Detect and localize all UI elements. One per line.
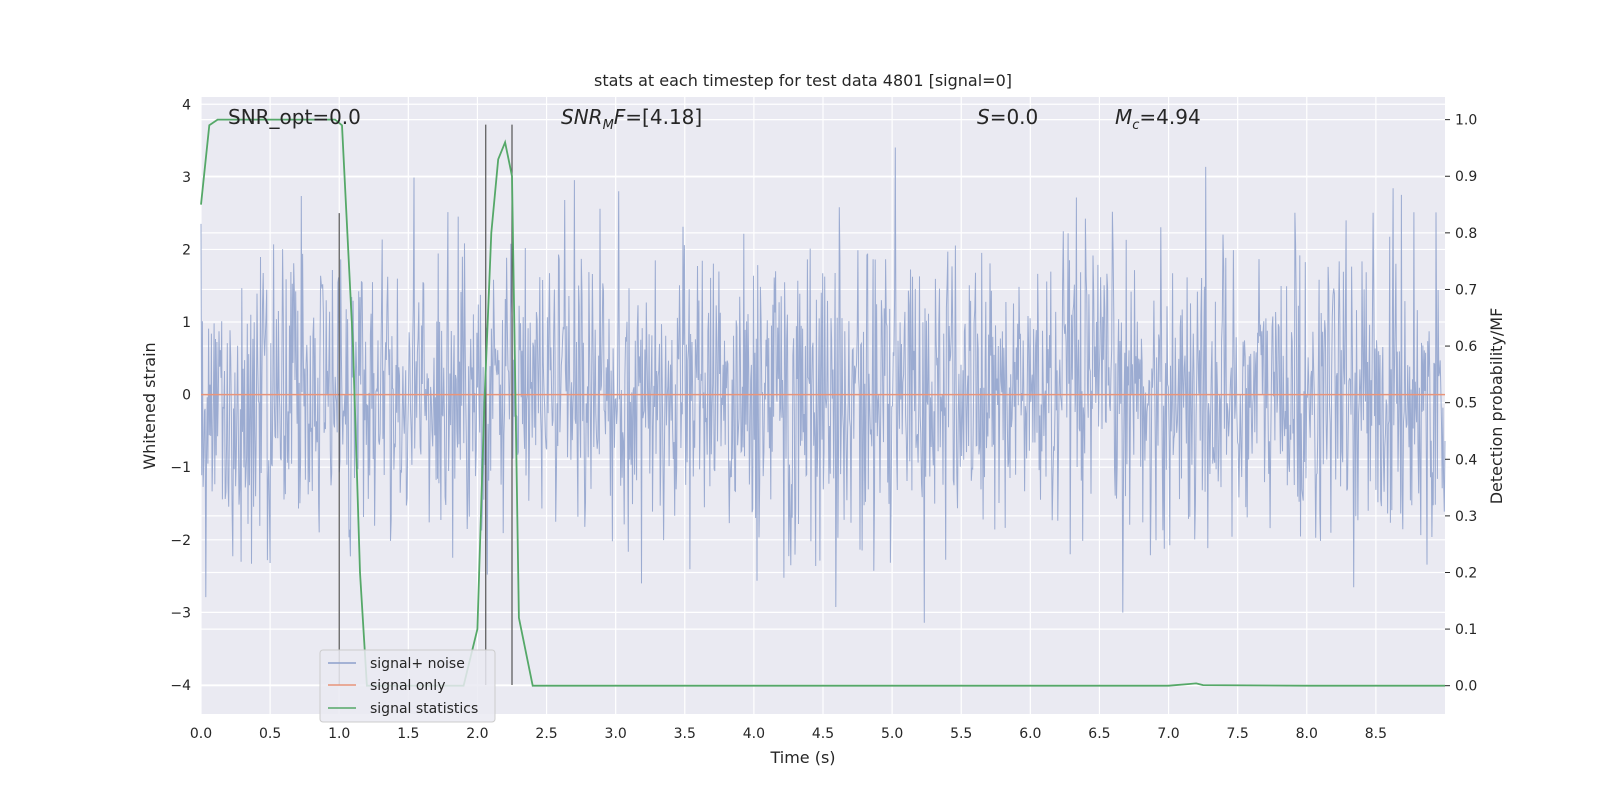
y-tick-label: 0 bbox=[182, 388, 191, 404]
annotation-s: S=0.0 bbox=[977, 105, 1038, 129]
y2-tick-label: 0.4 bbox=[1455, 452, 1477, 468]
x-tick-label: 2.5 bbox=[535, 726, 557, 742]
y2-tick-label: 0.5 bbox=[1455, 396, 1477, 412]
y-axis-label: Whitened strain bbox=[140, 342, 159, 469]
noise-series-layer bbox=[200, 147, 1446, 623]
x-tick-label: 1.0 bbox=[328, 726, 350, 742]
x-tick-label: 2.0 bbox=[466, 726, 488, 742]
x-tick-label: 7.5 bbox=[1227, 726, 1249, 742]
y-tick-label: −2 bbox=[170, 533, 191, 549]
noise-series-line bbox=[200, 147, 1446, 623]
annotation-mc-symbol: M bbox=[1115, 105, 1132, 129]
statistics-series-layer bbox=[200, 118, 1445, 687]
x-tick-label: 8.5 bbox=[1365, 726, 1387, 742]
x-tick-label: 6.5 bbox=[1088, 726, 1110, 742]
x-tick-label: 4.0 bbox=[743, 726, 765, 742]
y-tick-label: −3 bbox=[170, 605, 191, 621]
y-tick-label: −1 bbox=[170, 460, 191, 476]
annotation-snr-mf-symbol: SNR bbox=[561, 105, 603, 129]
x-tick-label: 7.0 bbox=[1157, 726, 1179, 742]
y2-tick-label: 0.0 bbox=[1455, 679, 1477, 695]
legend-label-statistics: signal statistics bbox=[370, 701, 478, 717]
x-tick-label: 0.5 bbox=[259, 726, 281, 742]
y2-tick-label: 0.8 bbox=[1455, 226, 1477, 242]
y-tick-label: 2 bbox=[182, 242, 191, 258]
legend-label-signal-only: signal only bbox=[370, 678, 445, 694]
y-tick-label: −4 bbox=[170, 678, 191, 694]
y-tick-label: 1 bbox=[182, 315, 191, 331]
y2-tick-label: 0.9 bbox=[1455, 169, 1477, 185]
annotation-snr-mf-suffix: F bbox=[614, 105, 626, 129]
annotation-snr-mf-subscript: M bbox=[603, 118, 614, 133]
x-tick-label: 1.5 bbox=[397, 726, 419, 742]
chart-title: stats at each timestep for test data 480… bbox=[594, 71, 1012, 90]
y2-tick-label: 0.2 bbox=[1455, 565, 1477, 581]
annotation-s-symbol: S bbox=[977, 105, 990, 129]
y-tick-label: 3 bbox=[182, 170, 191, 186]
tick-layer: 0.0 0.5 1.0 1.5 2.0 2.5 3.0 3.5 4.0 4.5 5.0 5.5 6.0 6… bbox=[170, 97, 1477, 742]
y2-tick-label: 0.7 bbox=[1455, 282, 1477, 298]
x-tick-label: 6.0 bbox=[1019, 726, 1041, 742]
annotation-mc: Mc=4.94 bbox=[1115, 105, 1201, 133]
x-tick-label: 3.5 bbox=[674, 726, 696, 742]
x-tick-label: 8.0 bbox=[1296, 726, 1318, 742]
legend-frame bbox=[319, 649, 496, 723]
x-axis-label: Time (s) bbox=[769, 748, 835, 767]
y2-tick-label: 1.0 bbox=[1455, 113, 1477, 129]
annotation-snr-opt: SNR_opt=0.0 bbox=[228, 105, 361, 129]
x-tick-label: 5.5 bbox=[950, 726, 972, 742]
x-tick-label: 5.0 bbox=[881, 726, 903, 742]
y2-tick-label: 0.3 bbox=[1455, 509, 1477, 525]
x-tick-label: 4.5 bbox=[812, 726, 834, 742]
y2-tick-label: 0.1 bbox=[1455, 622, 1477, 638]
x-tick-label: 0.0 bbox=[190, 726, 212, 742]
statistics-line bbox=[200, 118, 1445, 687]
annotation-s-value: =0.0 bbox=[990, 105, 1039, 129]
annotation-mc-subscript: c bbox=[1132, 118, 1139, 133]
legend-label-noise: signal+ noise bbox=[370, 656, 465, 672]
x-tick-label: 3.0 bbox=[605, 726, 627, 742]
legend: signal+ noise signal only signal statist… bbox=[319, 649, 496, 723]
y2-axis-label: Detection probability/MF bbox=[1487, 308, 1506, 505]
annotation-snr-mf-value: =[4.18] bbox=[625, 105, 702, 129]
annotation-snr-mf: SNRMF=[4.18] bbox=[561, 105, 702, 133]
annotation-mc-value: =4.94 bbox=[1139, 105, 1200, 129]
y-tick-label: 4 bbox=[182, 97, 191, 113]
y2-tick-label: 0.6 bbox=[1455, 339, 1477, 355]
